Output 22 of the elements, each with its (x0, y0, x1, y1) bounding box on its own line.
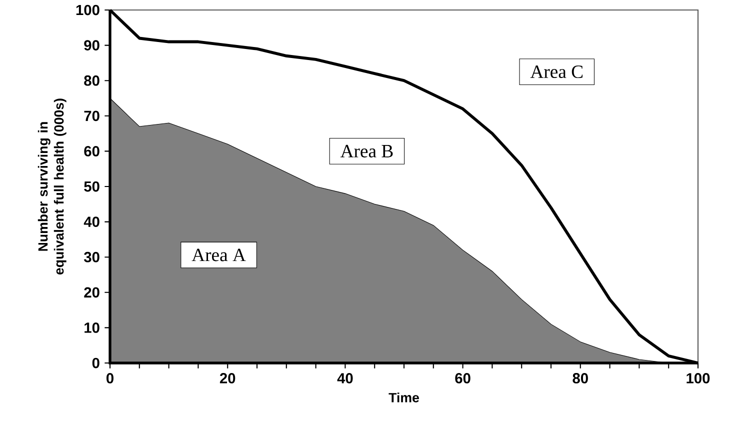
y-tick-label: 0 (92, 358, 100, 368)
y-tick-label: 10 (84, 322, 100, 333)
x-tick-label: 80 (572, 373, 588, 384)
y-axis-title: Number surviving in equivalent full health (000s) (38, 98, 66, 275)
y-tick-label: 100 (76, 4, 100, 16)
y-tick-label: 80 (84, 75, 100, 86)
x-tick-label: 0 (106, 373, 114, 384)
y-tick-label: 20 (84, 287, 100, 298)
annotation: Area C (530, 66, 583, 78)
y-tick-label: 90 (84, 40, 100, 50)
x-tick-label: 40 (337, 373, 353, 384)
x-axis-title: Time (388, 392, 419, 402)
y-tick-label: 60 (84, 146, 100, 156)
y-tick-label: 30 (84, 252, 100, 262)
x-tick-label: 20 (220, 373, 236, 384)
y-tick-label: 70 (84, 110, 100, 122)
y-tick-label: 50 (84, 181, 100, 192)
annotation: Area B (340, 144, 393, 158)
y-tick-label: 40 (84, 216, 100, 227)
x-tick-label: 60 (455, 373, 470, 384)
annotation: Area A (192, 248, 246, 262)
x-tick-label: 100 (686, 373, 710, 384)
